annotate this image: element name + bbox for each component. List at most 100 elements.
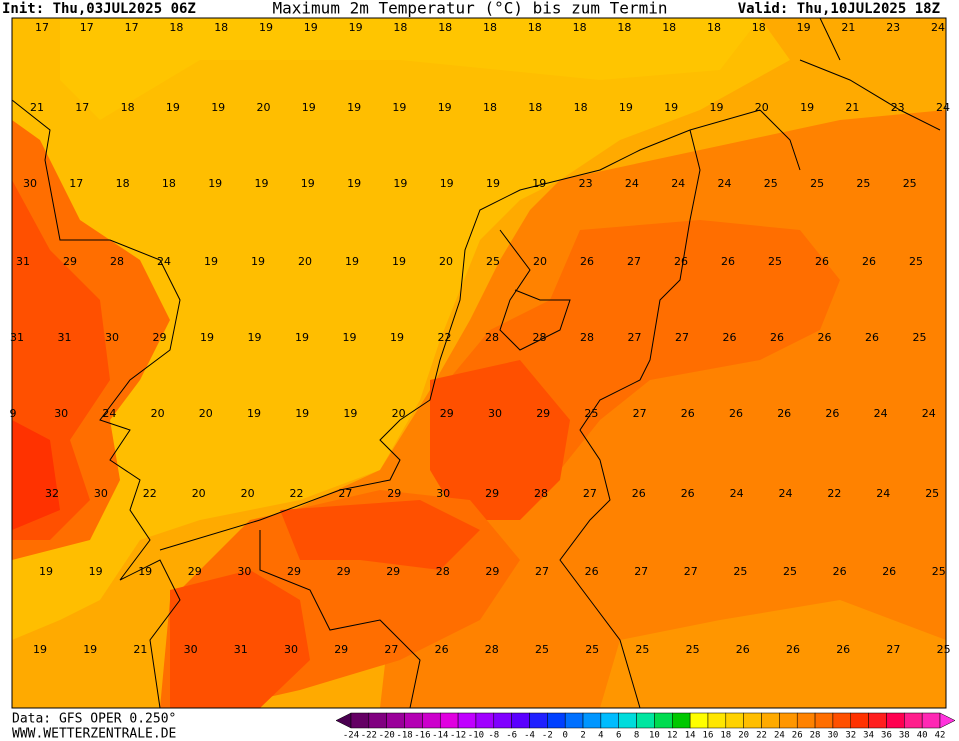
temperature-value: 19 <box>83 643 97 656</box>
temperature-value: 18 <box>214 21 228 34</box>
temperature-value: 18 <box>169 21 183 34</box>
colorbar-box <box>457 712 477 729</box>
colorbar-box <box>743 712 762 729</box>
temperature-value: 24 <box>936 101 950 114</box>
colorbar-box <box>404 712 423 729</box>
temperature-value: 19 <box>343 407 357 420</box>
temperature-value: 19 <box>390 331 404 344</box>
temperature-value: 24 <box>874 407 888 420</box>
colorbar-label: 14 <box>685 731 696 741</box>
temperature-value: 26 <box>736 643 750 656</box>
temperature-value: 26 <box>836 643 850 656</box>
temperature-value: 19 <box>797 21 811 34</box>
colorbar-box <box>779 712 798 729</box>
colorbar-label: 38 <box>899 731 910 741</box>
colorbar-label: -2 <box>542 731 553 741</box>
temperature-value: 26 <box>862 255 876 268</box>
temperature-value: 19 <box>259 21 273 34</box>
temperature-value: 29 <box>63 255 77 268</box>
temperature-value: 9 <box>10 407 17 420</box>
temperature-value: 24 <box>876 487 890 500</box>
temperature-value: 25 <box>856 177 870 190</box>
temperature-value: 22 <box>438 331 452 344</box>
temperature-value: 19 <box>247 407 261 420</box>
temperature-value: 19 <box>304 21 318 34</box>
colorbar-arrow <box>335 712 352 729</box>
colorbar-box <box>564 712 584 729</box>
temperature-value: 25 <box>535 643 549 656</box>
colorbar-box <box>832 712 852 729</box>
temperature-value: 19 <box>295 407 309 420</box>
temperature-value: 30 <box>284 643 298 656</box>
temperature-value: 29 <box>337 565 351 578</box>
temperature-value: 26 <box>815 255 829 268</box>
temperature-value: 26 <box>681 407 695 420</box>
temperature-value: 17 <box>80 21 94 34</box>
temperature-value: 18 <box>528 21 542 34</box>
temperature-value: 25 <box>733 565 747 578</box>
temperature-value: 27 <box>384 643 398 656</box>
colorbar-box <box>386 712 405 729</box>
temperature-value: 27 <box>634 565 648 578</box>
temperature-value: 27 <box>535 565 549 578</box>
colorbar-box <box>921 712 941 729</box>
colorbar-label: -22 <box>361 731 377 741</box>
temperature-value: 31 <box>58 331 72 344</box>
colorbar-box <box>600 712 619 729</box>
temperature-value: 28 <box>580 331 594 344</box>
colorbar-box <box>618 712 637 729</box>
colorbar-box <box>439 712 459 729</box>
temperature-value: 26 <box>833 565 847 578</box>
map-frame <box>11 17 947 709</box>
temperature-value: 20 <box>439 255 453 268</box>
temperature-value: 18 <box>121 101 135 114</box>
temperature-value: 18 <box>752 21 766 34</box>
temperature-value: 27 <box>633 407 647 420</box>
valid-time: Valid: Thu,10JUL2025 18Z <box>738 1 940 17</box>
colorbar-label: -10 <box>468 731 484 741</box>
temperature-value: 31 <box>10 331 24 344</box>
temperature-value: 32 <box>45 487 59 500</box>
colorbar-box <box>814 712 834 729</box>
colorbar-label: 20 <box>738 731 749 741</box>
temperature-value: 29 <box>287 565 301 578</box>
temperature-value: 24 <box>779 487 793 500</box>
colorbar-box <box>904 712 923 729</box>
temperature-value: 29 <box>153 331 167 344</box>
colorbar-box <box>547 712 566 729</box>
temperature-value: 18 <box>573 21 587 34</box>
colorbar-box <box>529 712 548 729</box>
temperature-value: 21 <box>133 643 147 656</box>
colorbar-box <box>475 712 495 729</box>
temperature-value: 26 <box>770 331 784 344</box>
temperature-value: 19 <box>664 101 678 114</box>
temperature-value: 25 <box>486 255 500 268</box>
colorbar-label: 18 <box>720 731 731 741</box>
map-title: Maximum 2m Temperatur (°C) bis zum Termi… <box>273 0 668 18</box>
temperature-value: 18 <box>483 101 497 114</box>
temperature-value: 29 <box>485 487 499 500</box>
colorbar-label: 10 <box>649 731 660 741</box>
colorbar-box <box>868 712 887 729</box>
temperature-value: 28 <box>534 487 548 500</box>
colorbar-box <box>707 712 727 729</box>
temperature-value: 23 <box>579 177 593 190</box>
temperature-value: 19 <box>800 101 814 114</box>
temperature-value: 25 <box>932 565 946 578</box>
temperature-value: 19 <box>532 177 546 190</box>
temperature-value: 17 <box>125 21 139 34</box>
temperature-value: 18 <box>662 21 676 34</box>
temperature-value: 28 <box>533 331 547 344</box>
temperature-value: 20 <box>199 407 213 420</box>
data-source: Data: GFS OPER 0.250° <box>12 712 176 727</box>
temperature-value: 17 <box>35 21 49 34</box>
temperature-value: 19 <box>343 331 357 344</box>
temperature-value: 19 <box>166 101 180 114</box>
colorbar-box <box>493 712 512 729</box>
temperature-value: 24 <box>157 255 171 268</box>
temperature-value: 21 <box>841 21 855 34</box>
temperature-value: 17 <box>75 101 89 114</box>
temperature-value: 26 <box>585 565 599 578</box>
temperature-value: 26 <box>825 407 839 420</box>
